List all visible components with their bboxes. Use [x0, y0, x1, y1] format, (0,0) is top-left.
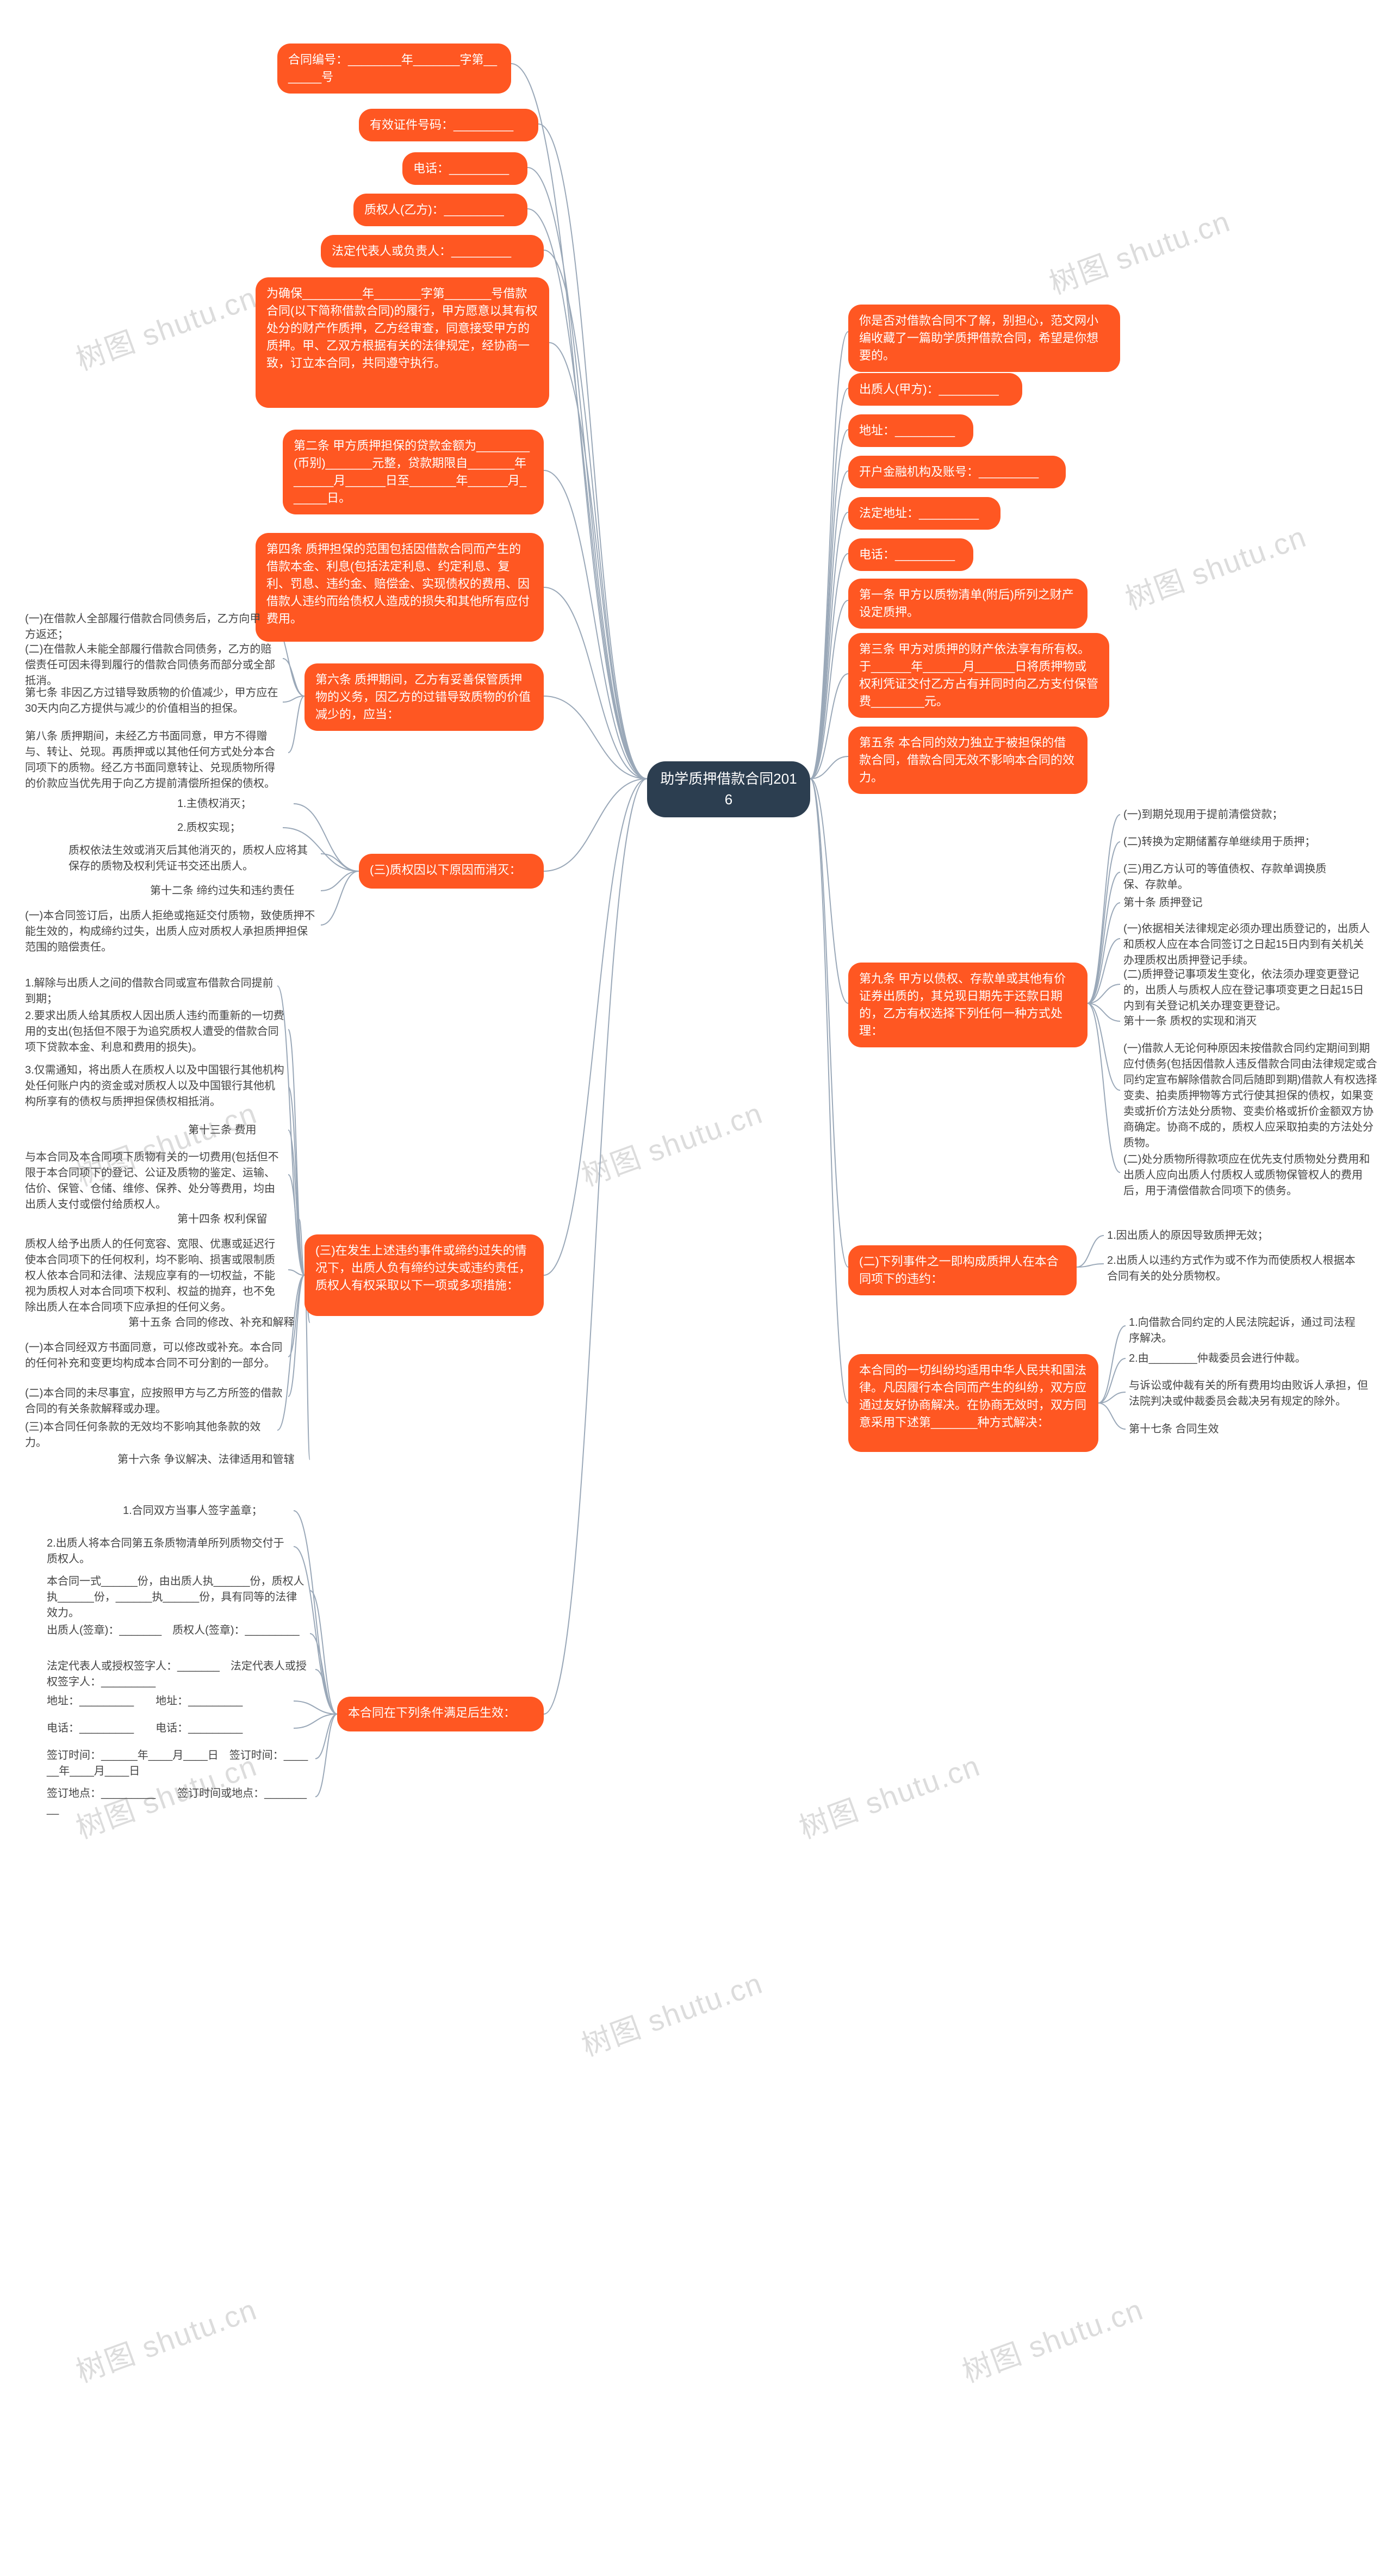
leaf-node: 2.出质人将本合同第五条质物清单所列质物交付于质权人。: [44, 1534, 294, 1569]
leaf-node: (三)本合同任何条款的无效均不影响其他条款的效力。: [22, 1417, 277, 1453]
edge: [1098, 1403, 1126, 1429]
leaf-node: 1.解除与出质人之间的借款合同或宣布借款合同提前到期；: [22, 973, 277, 1009]
branch-node: 第四条 质押担保的范围包括因借款合同而产生的借款本金、利息(包括法定利息、约定利…: [256, 533, 544, 642]
branch-node: 质权人(乙方)：_________: [353, 194, 527, 226]
leaf-node: 第八条 质押期间，未经乙方书面同意，甲方不得赠与、转让、兑现。再质押或以其他任何…: [22, 727, 288, 794]
branch-node: 第三条 甲方对质押的财产依法享有所有权。于______年______月_____…: [848, 633, 1109, 718]
branch-node: 电话：_________: [402, 152, 527, 185]
leaf-node: 2.要求出质人给其质权人因出质人违约而重新的一切费用的支出(包括但不限于为追究质…: [22, 1006, 288, 1058]
edge: [1088, 872, 1120, 1003]
branch-node: 第六条 质押期间，乙方有妥善保管质押物的义务，因乙方的过错导致质物的价值减少的，…: [304, 663, 544, 731]
edge: [544, 779, 647, 871]
leaf-node: 第十五条 合同的修改、补充和解释: [125, 1313, 310, 1333]
branch-node: (二)下列事件之一即构成质押人在本合同项下的违约：: [848, 1245, 1077, 1295]
edge: [288, 1275, 304, 1396]
branch-node: 出质人(甲方)：_________: [848, 373, 1022, 406]
branch-node: 第二条 甲方质押担保的贷款金额为________(币别)_______元整，贷款…: [283, 430, 544, 514]
branch-node: 开户金融机构及账号：_________: [848, 456, 1066, 488]
edge: [544, 696, 647, 779]
leaf-node: 电话：_________ 电话：_________: [44, 1718, 294, 1739]
leaf-node: (二)处分质物所得款项应在优先支付质物处分费用和出质人应向出质人付质权人或质物保…: [1120, 1150, 1376, 1201]
leaf-node: 第十四条 权利保留: [174, 1209, 299, 1230]
edge: [544, 587, 647, 779]
leaf-node: (二)转换为定期储蓄存单继续用于质押；: [1120, 832, 1327, 852]
branch-node: 你是否对借款合同不了解，别担心，范文网小编收藏了一篇助学质押借款合同，希望是你想…: [848, 305, 1120, 372]
leaf-node: 2.质权实现；: [174, 818, 283, 838]
leaf-node: 与本合同及本合同项下质物有关的一切费用(包括但不限于本合同项下的登记、公证及质物…: [22, 1147, 288, 1215]
branch-node: 法定代表人或负责人：_________: [321, 235, 544, 268]
leaf-node: 法定代表人或授权签字人：_______ 法定代表人或授权签字人：________…: [44, 1656, 315, 1692]
leaf-node: 出质人(签章)：_______ 质权人(签章)：_________: [44, 1621, 310, 1641]
edge: [321, 871, 359, 891]
branch-node: 有效证件号码：_________: [359, 109, 538, 141]
leaf-node: 地址：_________ 地址：_________: [44, 1691, 294, 1711]
leaf-node: 本合同一式______份，由出质人执______份，质权人执______份，__…: [44, 1572, 310, 1623]
leaf-node: (一)本合同经双方书面同意，可以修改或补充。本合同的任何补充和变更均构成本合同不…: [22, 1338, 288, 1374]
branch-node: 第九条 甲方以债权、存款单或其他有价证券出质的，其兑现日期先于还款日期的，乙方有…: [848, 963, 1088, 1047]
leaf-node: (一)到期兑现用于提前清偿贷款；: [1120, 805, 1316, 825]
leaf-node: 与诉讼或仲裁有关的所有费用均由败诉人承担，但法院判决或仲裁委员会裁决另有规定的除…: [1126, 1376, 1376, 1412]
leaf-node: 第十三条 费用: [185, 1120, 288, 1140]
center-node: 助学质押借款合同2016: [647, 761, 810, 817]
branch-node: 电话：_________: [848, 538, 973, 571]
leaf-node: 1.向借款合同约定的人民法院起诉，通过司法程序解决。: [1126, 1313, 1365, 1349]
leaf-node: (二)本合同的未尽事宜，应按照甲方与乙方所签的借款合同的有关条款解释或办理。: [22, 1383, 288, 1419]
branch-node: 本合同的一切纠纷均适用中华人民共和国法律。凡因履行本合同而产生的纠纷，双方应通过…: [848, 1354, 1098, 1452]
leaf-node: (一)借款人无论何种原因未按借款合同约定期间到期应付债务(包括因借款人违反借款合…: [1120, 1039, 1381, 1153]
leaf-node: 第十七条 合同生效: [1126, 1419, 1256, 1439]
edge: [544, 779, 647, 1714]
edge: [1088, 1003, 1120, 1090]
leaf-node: 第十六条 争议解决、法律适用和管辖: [114, 1450, 310, 1470]
leaf-node: 第七条 非因乙方过错导致质物的价值减少，甲方应在30天内向乙方提供与减少的价值相…: [22, 683, 283, 719]
branch-node: 第一条 甲方以质物清单(附后)所列之财产设定质押。: [848, 579, 1088, 629]
edge: [1088, 815, 1120, 1003]
leaf-node: (一)本合同签订后，出质人拒绝或拖延交付质物，致使质押不能生效的，构成缔约过失，…: [22, 906, 321, 958]
mindmap-canvas: 树图 shutu.cn树图 shutu.cn树图 shutu.cn树图 shut…: [0, 0, 1392, 2576]
leaf-node: 3.仅需通知，将出质人在质权人以及中国银行其他机构处任何账户内的资金或对质权人以…: [22, 1060, 288, 1112]
branch-node: (三)质权因以下原因而消灭：: [359, 854, 544, 889]
edge: [288, 696, 304, 753]
edge: [810, 779, 848, 1403]
leaf-node: (一)依据相关法律规定必须办理出质登记的，出质人和质权人应在本合同签订之日起15…: [1120, 919, 1376, 971]
edge: [544, 779, 647, 1275]
edge: [810, 388, 848, 779]
leaf-node: 2.由________仲裁委员会进行仲裁。: [1126, 1349, 1332, 1369]
leaf-node: (二)质押登记事项发生变化，依法须办理变更登记的，出质人与质权人应在登记事项变更…: [1120, 965, 1376, 1016]
edge: [1098, 1326, 1126, 1403]
leaf-node: 第十二条 缔约过失和违约责任: [147, 881, 321, 901]
edge: [810, 779, 848, 1003]
branch-node: 本合同在下列条件满足后生效：: [337, 1697, 544, 1731]
branch-node: 第五条 本合同的效力独立于被担保的借款合同，借款合同无效不影响本合同的效力。: [848, 727, 1088, 794]
edge: [549, 343, 647, 779]
leaf-node: 1.合同双方当事人签字盖章；: [120, 1501, 294, 1521]
leaf-node: 2.出质人以违约方式作为或不作为而使质权人根据本合同有关的处分质物权。: [1104, 1251, 1359, 1287]
edge: [810, 779, 848, 1267]
leaf-node: 质权人给予出质人的任何宽容、宽限、优惠或延迟行使本合同项下的任何权利，均不影响、…: [22, 1234, 288, 1318]
branch-node: (三)在发生上述违约事件或缔约过失的情况下，出质人负有缔约过失或违约责任，质权人…: [304, 1234, 544, 1316]
leaf-node: 签订时间：______年____月____日 签订时间：______年____月…: [44, 1746, 315, 1782]
leaf-node: 1.因出质人的原因导致质押无效；: [1104, 1226, 1300, 1246]
edge: [1088, 842, 1120, 1003]
edge: [321, 871, 359, 925]
leaf-node: 质权依法生效或消灭后其他消灭的，质权人应将其保存的质物及权利凭证书交还出质人。: [65, 841, 321, 877]
edge: [288, 1029, 304, 1275]
branch-node: 合同编号：________年_______字第_______号: [277, 44, 511, 94]
edge: [283, 659, 304, 696]
leaf-node: 1.主债权消灭；: [174, 794, 294, 814]
leaf-node: 第十一条 质权的实现和消灭: [1120, 1011, 1283, 1032]
edge: [810, 471, 848, 779]
leaf-node: 签订地点：_________ 签订时间或地点：_________: [44, 1784, 315, 1820]
edge: [810, 332, 848, 779]
edge: [310, 1591, 337, 1714]
edge: [315, 1714, 337, 1797]
leaf-node: 第十条 质押登记: [1120, 893, 1240, 913]
branch-node: 地址：_________: [848, 414, 973, 447]
leaf-node: (三)用乙方认可的等值债权、存款单调换质保、存款单。: [1120, 859, 1348, 895]
branch-node: 法定地址：_________: [848, 497, 1000, 530]
edge: [1077, 1236, 1104, 1267]
branch-node: 为确保_________年_______字第_______号借款合同(以下简称借…: [256, 277, 549, 408]
